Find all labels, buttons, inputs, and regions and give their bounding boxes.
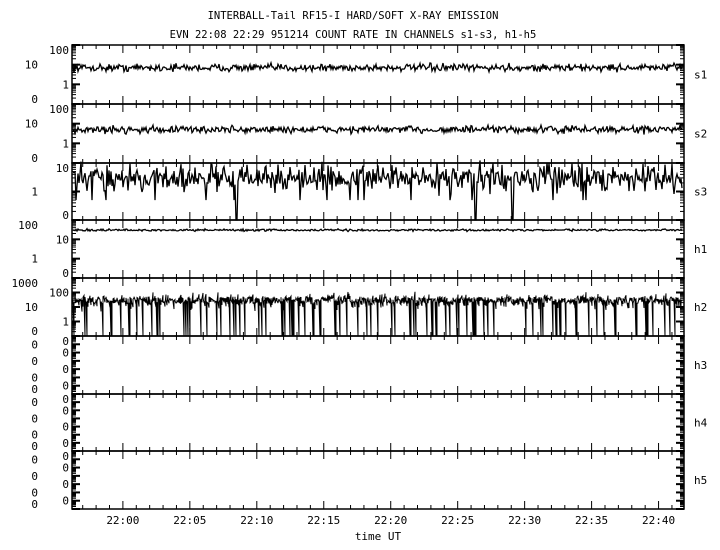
panel-frame-h1 bbox=[71, 219, 685, 279]
y-tick-label-h4: 0 bbox=[62, 421, 69, 434]
y-tick-label-h4: 0 bbox=[31, 429, 38, 442]
x-tick-label: 22:25 bbox=[441, 514, 474, 527]
y-tick-label-h5: 0 bbox=[31, 486, 38, 499]
y-tick-label-s1: 1 bbox=[62, 78, 69, 91]
x-axis-label: time UT bbox=[355, 530, 402, 543]
y-tick-label-h5: 0 bbox=[31, 470, 38, 483]
y-tick-label-h2: 10 bbox=[25, 301, 38, 314]
y-tick-label-h3: 0 bbox=[62, 335, 69, 348]
panel-frame-h3 bbox=[71, 335, 685, 395]
y-tick-label-h2: 1000 bbox=[12, 277, 39, 290]
series-line-s3 bbox=[72, 160, 683, 221]
series-line-s1 bbox=[72, 60, 683, 75]
y-tick-label-h5: 0 bbox=[31, 498, 38, 511]
y-tick-label-h1: 0 bbox=[62, 267, 69, 280]
y-tick-label-h1: 1 bbox=[31, 253, 38, 266]
y-tick-label-h4: 0 bbox=[31, 412, 38, 425]
y-tick-label-h5: 0 bbox=[62, 495, 69, 508]
y-tick-label-h5: 0 bbox=[62, 450, 69, 463]
y-tick-label-h3: 0 bbox=[62, 380, 69, 393]
series-line-h1 bbox=[72, 227, 683, 233]
channel-label-h5: h5 bbox=[694, 474, 707, 487]
x-tick-label: 22:20 bbox=[374, 514, 407, 527]
y-tick-label-s1: 0 bbox=[31, 93, 38, 106]
y-tick-label-s2: 0 bbox=[31, 152, 38, 165]
y-tick-label-h1: 100 bbox=[18, 219, 38, 232]
channel-label-s1: s1 bbox=[694, 69, 707, 82]
panel-frame-s1 bbox=[71, 44, 685, 105]
y-tick-label-h4: 0 bbox=[62, 437, 69, 450]
y-tick-label-h3: 0 bbox=[31, 383, 38, 396]
x-tick-label: 22:30 bbox=[508, 514, 541, 527]
y-tick-label-s1: 100 bbox=[49, 44, 69, 57]
y-tick-label-h4: 0 bbox=[62, 404, 69, 417]
y-tick-label-h4: 0 bbox=[31, 440, 38, 453]
y-tick-label-h5: 0 bbox=[62, 462, 69, 475]
y-tick-label-s3: 0 bbox=[62, 209, 69, 222]
channel-label-h4: h4 bbox=[694, 417, 708, 430]
y-tick-label-s2: 100 bbox=[49, 103, 69, 116]
y-tick-label-s1: 10 bbox=[25, 59, 38, 72]
channel-label-h1: h1 bbox=[694, 243, 707, 256]
y-tick-label-h2: 100 bbox=[49, 287, 69, 300]
channel-label-h2: h2 bbox=[694, 301, 707, 314]
x-tick-label: 22:00 bbox=[106, 514, 139, 527]
y-tick-label-h5: 0 bbox=[31, 453, 38, 466]
y-tick-label-s2: 10 bbox=[25, 118, 38, 131]
x-tick-label: 22:15 bbox=[307, 514, 340, 527]
chart-title: INTERBALL-Tail RF15-I HARD/SOFT X-RAY EM… bbox=[208, 10, 499, 22]
x-tick-label: 22:35 bbox=[575, 514, 608, 527]
channel-label-h3: h3 bbox=[694, 359, 707, 372]
channel-label-s3: s3 bbox=[694, 186, 707, 199]
y-tick-label-h3: 0 bbox=[62, 363, 69, 376]
panel-frame-h4 bbox=[71, 393, 685, 452]
y-tick-label-h4: 0 bbox=[62, 393, 69, 406]
x-tick-label: 22:05 bbox=[173, 514, 206, 527]
y-tick-label-h4: 0 bbox=[31, 396, 38, 409]
x-tick-label: 22:40 bbox=[642, 514, 675, 527]
channel-label-s2: s2 bbox=[694, 128, 707, 141]
y-tick-label-h3: 0 bbox=[31, 355, 38, 368]
chart-subtitle: EVN 22:08 22:29 951214 COUNT RATE IN CHA… bbox=[170, 29, 537, 41]
x-tick-label: 22:10 bbox=[240, 514, 273, 527]
y-tick-label-h1: 10 bbox=[56, 233, 69, 246]
y-tick-label-h3: 0 bbox=[31, 338, 38, 351]
y-tick-label-h3: 0 bbox=[62, 347, 69, 360]
y-tick-label-s3: 1 bbox=[31, 186, 38, 199]
y-tick-label-s2: 1 bbox=[62, 137, 69, 150]
y-tick-label-h5: 0 bbox=[62, 478, 69, 491]
y-tick-label-h2: 0 bbox=[31, 325, 38, 338]
panel-frame-h5 bbox=[71, 450, 685, 510]
y-tick-label-s3: 10 bbox=[56, 162, 69, 175]
y-tick-label-h2: 1 bbox=[62, 316, 69, 329]
y-tick-label-h3: 0 bbox=[31, 371, 38, 384]
series-line-s2 bbox=[72, 122, 683, 136]
series-line-h2 bbox=[72, 291, 683, 337]
